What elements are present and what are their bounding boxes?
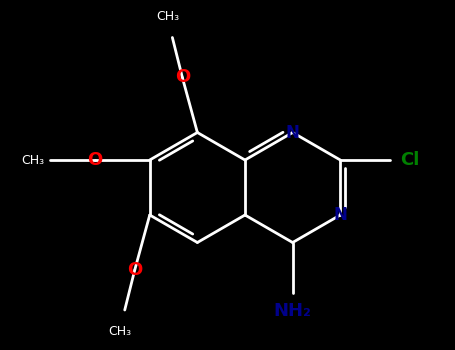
Text: CH₃: CH₃ [108, 325, 131, 338]
Text: O: O [127, 261, 142, 279]
Text: CH₃: CH₃ [156, 9, 179, 22]
Text: CH₃: CH₃ [21, 154, 45, 167]
Text: Cl: Cl [400, 151, 420, 169]
Text: N: N [286, 124, 299, 141]
Text: O: O [175, 69, 190, 86]
Text: NH₂: NH₂ [274, 302, 312, 321]
Text: O: O [87, 151, 102, 169]
Text: N: N [334, 206, 347, 224]
